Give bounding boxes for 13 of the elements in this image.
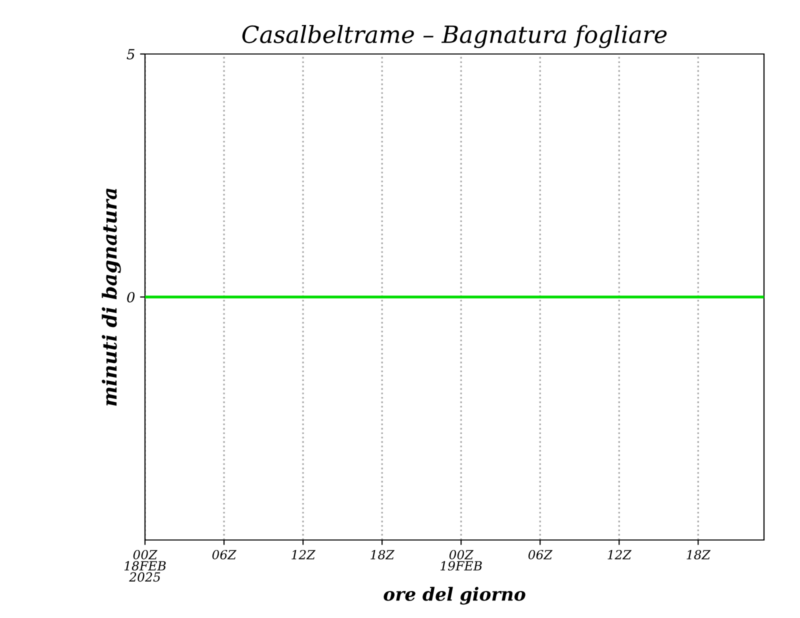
x-tick-label: 12Z: [292, 550, 316, 560]
x-tick-label: 06Z: [212, 550, 236, 560]
x-tick-label: 00Z 18FEB 2025: [124, 550, 166, 582]
x-tick-label: 12Z: [608, 550, 632, 560]
y-tick-label: 5: [126, 49, 134, 60]
chart-title: Casalbeltrame – Bagnatura fogliare: [242, 24, 667, 48]
y-axis-title: minuti di bagnatura: [102, 188, 121, 406]
x-tick-label: 06Z: [528, 550, 553, 560]
x-tick-label: 18Z: [370, 550, 395, 560]
x-axis-title: ore del giorno: [384, 586, 526, 605]
x-tick-label: 18Z: [686, 550, 711, 560]
y-tick-label: 0: [127, 292, 135, 302]
x-tick-label: 00Z 19FEB: [440, 550, 482, 571]
